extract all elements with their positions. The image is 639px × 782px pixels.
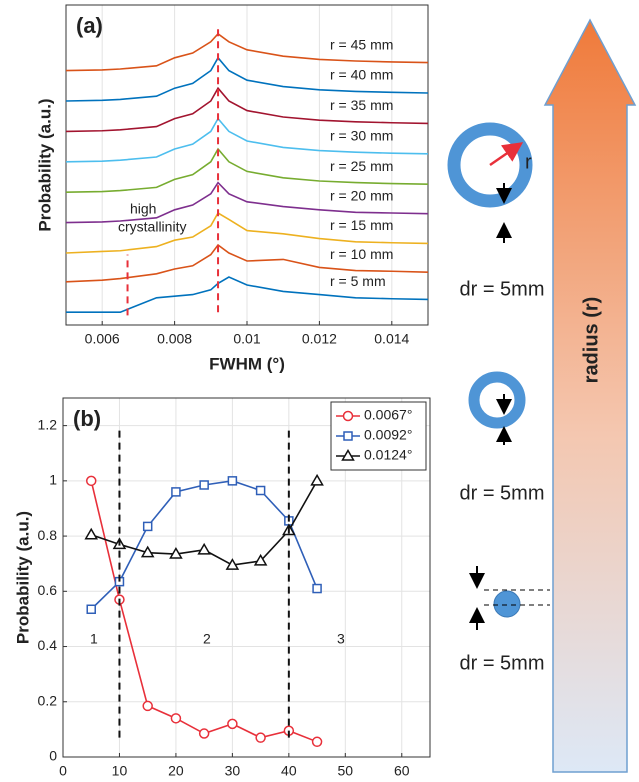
series-line xyxy=(65,86,429,133)
x-tick-label: 20 xyxy=(168,763,184,779)
marker xyxy=(197,542,211,555)
marker xyxy=(312,583,322,594)
legend-marker xyxy=(343,431,353,441)
series-label: r = 35 mm xyxy=(330,97,393,113)
legend-label: 0.0092° xyxy=(364,427,412,443)
marker xyxy=(253,553,268,566)
annotation: 2 xyxy=(203,631,211,647)
panel-label: (b) xyxy=(73,406,101,431)
annotation: 3 xyxy=(337,631,345,647)
marker xyxy=(169,547,183,559)
x-tick-label: 0.014 xyxy=(374,331,409,347)
y-tick-label: 0.2 xyxy=(38,692,58,708)
marker xyxy=(85,475,97,487)
radius-arrow xyxy=(543,18,637,773)
dr-label: dr = 5mm xyxy=(459,278,544,300)
marker xyxy=(255,485,266,496)
series-line xyxy=(65,181,429,224)
y-tick-label: 1 xyxy=(49,472,57,488)
x-tick-label: 60 xyxy=(394,763,410,779)
marker xyxy=(86,604,96,615)
series-label: r = 30 mm xyxy=(330,128,393,144)
x-tick-label: 40 xyxy=(281,763,297,779)
arrow-label: radius (r) xyxy=(580,297,602,384)
radius-label: r xyxy=(525,151,532,173)
axes-frame xyxy=(65,4,429,326)
y-tick-label: 0 xyxy=(49,748,57,764)
x-tick-label: 10 xyxy=(112,763,128,779)
y-tick-label: 0.4 xyxy=(38,637,58,653)
x-tick-label: 30 xyxy=(225,763,241,779)
series-line xyxy=(65,243,429,283)
series-label: r = 15 mm xyxy=(330,217,393,233)
series-label: r = 25 mm xyxy=(330,158,393,174)
legend-marker xyxy=(341,449,355,461)
y-tick-label: 0.6 xyxy=(38,582,58,598)
ring-large xyxy=(447,122,533,208)
annotation: crystallinity xyxy=(118,219,186,235)
legend-label: 0.0124° xyxy=(364,447,412,463)
x-tick-label: 50 xyxy=(338,763,354,779)
marker xyxy=(227,718,238,730)
series-label: r = 10 mm xyxy=(330,246,393,262)
marker xyxy=(142,700,153,712)
marker xyxy=(227,476,238,486)
series-label: r = 20 mm xyxy=(330,187,393,203)
marker xyxy=(170,713,182,724)
y-tick-label: 0.8 xyxy=(38,527,58,543)
panel-label: (a) xyxy=(76,13,103,38)
x-tick-label: 0.012 xyxy=(302,331,337,347)
x-tick-label: 0.008 xyxy=(157,331,192,347)
radius-pointer xyxy=(489,142,524,167)
marker xyxy=(84,527,99,540)
ring-medium xyxy=(468,371,526,429)
series-label: r = 40 mm xyxy=(330,67,393,83)
x-tick-label: 0 xyxy=(59,763,67,779)
series-label: r = 5 mm xyxy=(330,273,386,289)
series-line xyxy=(65,147,429,193)
marker xyxy=(198,728,210,739)
diagram: radius (r) r dr = 5mm dr = 5mm dr = 5mm xyxy=(447,18,637,773)
annotation: 1 xyxy=(90,631,98,647)
marker xyxy=(142,521,153,532)
marker xyxy=(255,732,266,743)
dr-label: dr = 5mm xyxy=(459,482,544,504)
y-axis-label: Probability (a.u.) xyxy=(35,98,54,231)
series-label: r = 45 mm xyxy=(330,36,393,52)
legend-label: 0.0067° xyxy=(364,407,412,423)
axes-frame xyxy=(62,397,431,758)
legend-marker xyxy=(342,410,354,422)
marker xyxy=(311,736,323,748)
x-tick-label: 0.006 xyxy=(85,331,120,347)
marker xyxy=(225,558,240,570)
marker xyxy=(310,473,324,486)
y-tick-label: 1.2 xyxy=(38,416,58,432)
y-axis-label: Probability (a.u.) xyxy=(13,511,32,644)
ring-small xyxy=(493,590,521,618)
annotation: high xyxy=(130,201,156,217)
marker xyxy=(171,487,181,497)
marker xyxy=(140,545,155,558)
dr-label: dr = 5mm xyxy=(459,652,544,674)
marker xyxy=(199,480,209,490)
x-tick-label: 0.01 xyxy=(233,331,260,347)
x-axis-label: FWHM (°) xyxy=(209,354,285,373)
